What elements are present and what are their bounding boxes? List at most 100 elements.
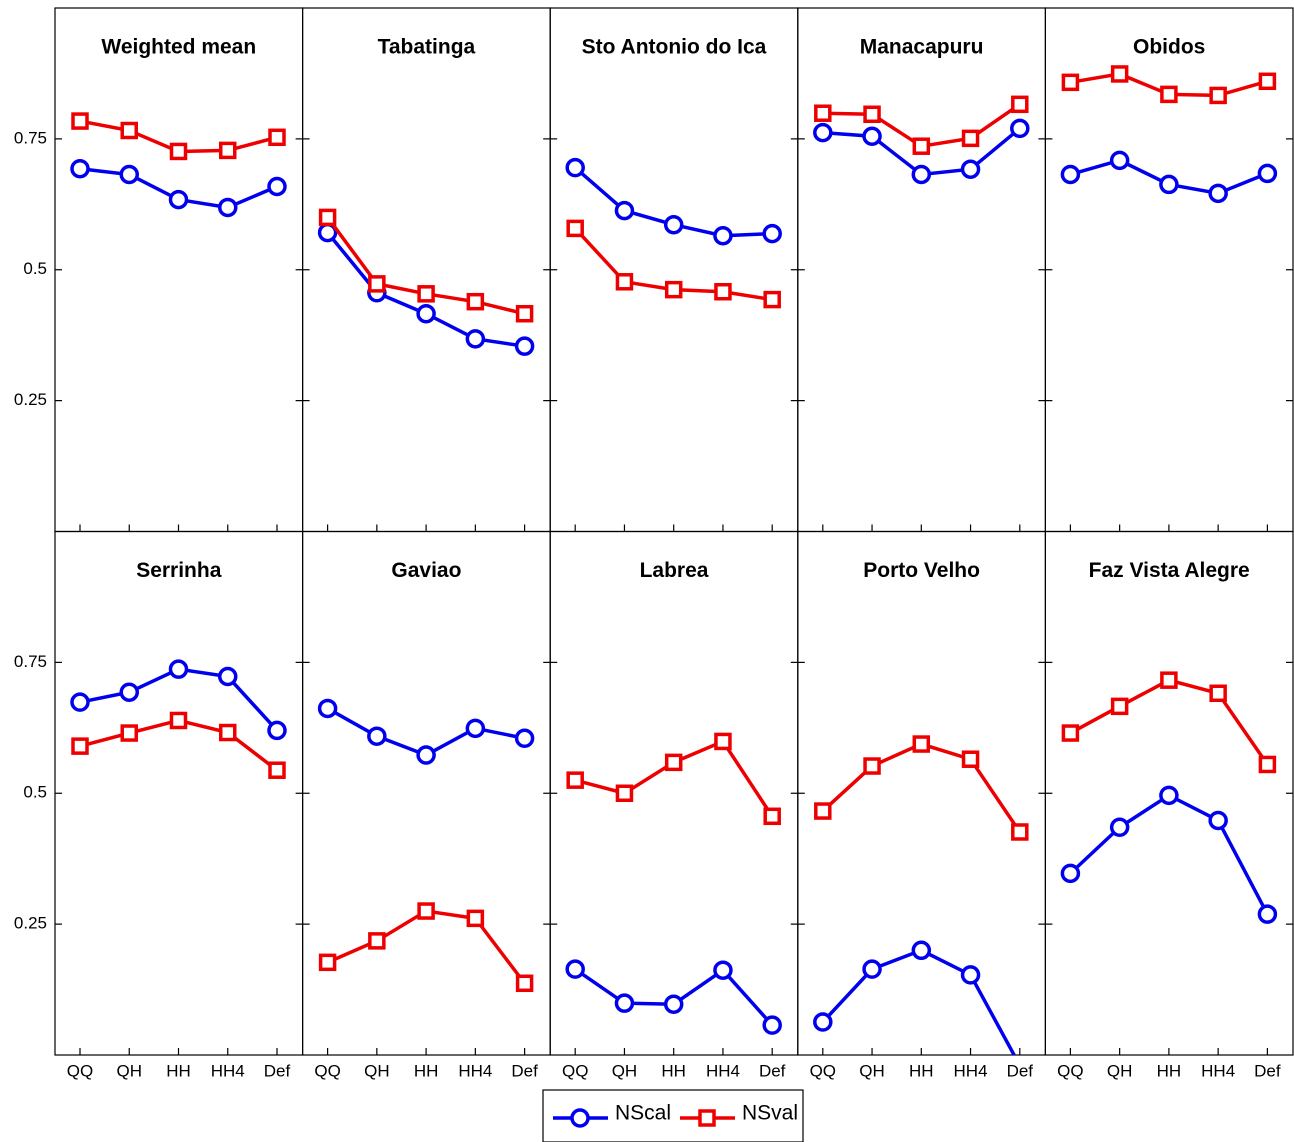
data-point — [417, 902, 435, 920]
x-tick-label: Def — [1007, 1061, 1034, 1080]
data-point — [515, 304, 534, 323]
data-point — [1110, 65, 1129, 83]
data-point — [466, 909, 485, 928]
legend-marker — [570, 1108, 590, 1128]
data-point — [416, 745, 436, 765]
data-point — [120, 121, 138, 140]
x-tick-label: Def — [759, 1061, 786, 1080]
panel-title: Tabatinga — [378, 36, 476, 59]
x-tick-label: HH4 — [954, 1061, 988, 1080]
data-point — [664, 753, 683, 772]
data-point — [911, 164, 932, 185]
data-point — [762, 223, 782, 244]
x-tick-label: HH — [909, 1061, 934, 1080]
y-tick-label: 0.25 — [14, 390, 47, 409]
data-point — [416, 303, 436, 324]
x-tick-label: HH — [414, 1061, 439, 1080]
data-point — [663, 994, 684, 1014]
x-tick-label: QQ — [562, 1061, 588, 1080]
y-tick-label: 0.25 — [14, 914, 47, 933]
data-point — [615, 784, 634, 802]
plot-area — [1060, 671, 1278, 924]
x-tick-label: QH — [1107, 1061, 1133, 1080]
data-point — [368, 932, 386, 950]
data-point — [168, 189, 189, 210]
data-point — [514, 336, 535, 356]
data-point — [1011, 823, 1029, 841]
data-point — [714, 732, 732, 751]
panel-title: Labrea — [640, 559, 709, 582]
y-tick-label: 0.5 — [23, 259, 47, 278]
data-point — [912, 735, 931, 753]
data-point — [1011, 95, 1029, 114]
data-point — [317, 698, 338, 719]
data-point — [615, 273, 634, 291]
data-point — [119, 682, 139, 702]
data-point — [268, 761, 286, 779]
panel-title: Sto Antonio do Ica — [582, 36, 767, 59]
data-point — [614, 200, 635, 221]
data-point — [961, 129, 980, 148]
plot-area — [565, 157, 782, 309]
data-point — [1258, 72, 1277, 91]
data-point — [1258, 755, 1277, 774]
plot-area — [70, 659, 287, 779]
plot-area — [813, 95, 1030, 185]
x-tick-label: HH4 — [1201, 1061, 1235, 1080]
plot-area — [565, 732, 782, 1035]
data-point — [1061, 73, 1080, 92]
data-point — [960, 159, 981, 179]
data-point — [862, 959, 882, 979]
data-point — [1060, 863, 1081, 884]
data-point — [960, 965, 981, 985]
x-tick-label: QQ — [67, 1061, 93, 1080]
panel-frame — [302, 7, 551, 533]
data-point — [71, 737, 89, 755]
data-point — [1110, 697, 1129, 716]
x-tick-label: QH — [364, 1061, 390, 1080]
data-point — [813, 1012, 833, 1032]
data-point — [1208, 810, 1228, 831]
panel-title: Porto Velho — [863, 559, 980, 582]
data-point — [566, 219, 584, 238]
panel-frame — [54, 7, 304, 533]
data-point — [763, 807, 781, 826]
x-tick-label: HH4 — [706, 1061, 740, 1080]
panel-title: Faz Vista Alegre — [1089, 559, 1250, 582]
data-point — [1209, 684, 1227, 703]
plot-area — [70, 112, 287, 218]
data-point — [367, 726, 387, 746]
panel-title: Weighted mean — [101, 36, 256, 59]
x-tick-label: HH — [1157, 1061, 1182, 1080]
series-line — [1069, 678, 1269, 766]
data-point — [466, 292, 485, 311]
x-tick-label: QQ — [314, 1061, 340, 1080]
data-point — [1209, 86, 1227, 105]
data-point — [465, 329, 486, 349]
x-tick-label: QH — [859, 1061, 885, 1080]
y-tick-label: 0.75 — [14, 128, 47, 147]
panel-frame — [549, 7, 799, 533]
plot-area — [1060, 65, 1278, 204]
data-point — [1061, 724, 1080, 742]
panel-title: Serrinha — [136, 559, 222, 582]
x-tick-label: QH — [612, 1061, 638, 1080]
plot-area — [317, 208, 535, 356]
x-tick-label: Def — [511, 1061, 538, 1080]
data-point — [863, 757, 881, 775]
x-tick-label: QQ — [810, 1061, 836, 1080]
data-point — [565, 959, 585, 979]
data-point — [663, 214, 684, 235]
data-point — [219, 723, 237, 742]
data-point — [119, 164, 139, 185]
panel-title: Manacapuru — [860, 36, 984, 59]
panel-title: Obidos — [1133, 36, 1205, 59]
panel-frame — [797, 7, 1046, 533]
series-line — [574, 739, 774, 818]
data-point — [1257, 163, 1278, 184]
series-line — [1069, 793, 1269, 915]
legend-marker — [698, 1109, 716, 1127]
x-tick-label: HH4 — [211, 1061, 245, 1080]
data-point — [267, 176, 287, 197]
